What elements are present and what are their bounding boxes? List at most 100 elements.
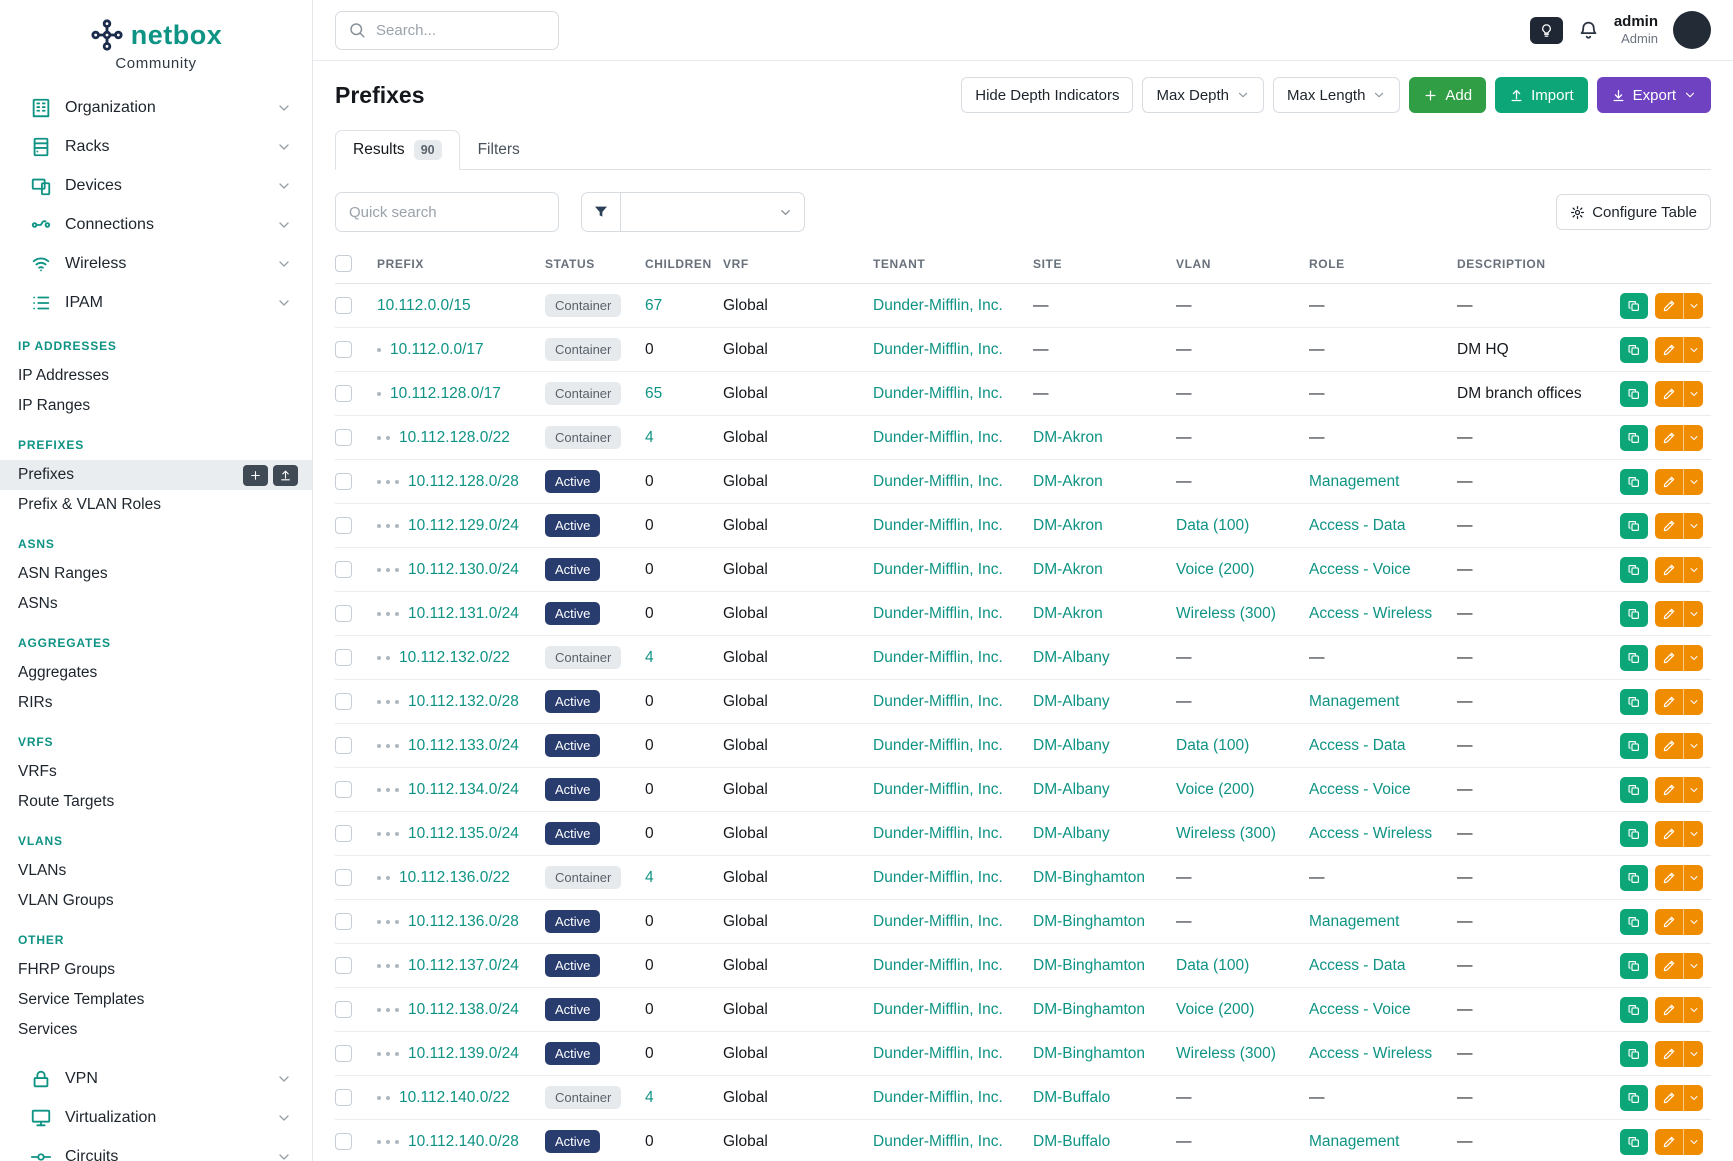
edit-dropdown-button[interactable]	[1683, 644, 1703, 671]
role-link[interactable]: Access - Wireless	[1309, 1044, 1433, 1062]
sidebar-item-wireless[interactable]: Wireless	[0, 244, 312, 283]
tenant-link[interactable]: Dunder-Mifflin, Inc.	[873, 604, 1003, 622]
copy-button[interactable]	[1620, 1040, 1648, 1067]
edit-dropdown-button[interactable]	[1683, 380, 1703, 407]
vlan-link[interactable]: Wireless (300)	[1176, 604, 1276, 622]
copy-button[interactable]	[1620, 644, 1648, 671]
edit-button[interactable]	[1655, 908, 1683, 935]
column-header-tenant[interactable]: TENANT	[873, 244, 1033, 284]
row-checkbox[interactable]	[335, 516, 352, 534]
prefix-link[interactable]: 10.112.132.0/22	[399, 648, 510, 666]
site-link[interactable]: DM-Akron	[1033, 560, 1103, 578]
edit-button[interactable]	[1655, 1128, 1683, 1155]
prefix-link[interactable]: 10.112.131.0/24	[408, 604, 519, 622]
vlan-link[interactable]: Wireless (300)	[1176, 1044, 1276, 1062]
edit-dropdown-button[interactable]	[1683, 600, 1703, 627]
tenant-link[interactable]: Dunder-Mifflin, Inc.	[873, 692, 1003, 710]
sidebar-item-circuits[interactable]: Circuits	[0, 1137, 312, 1161]
theme-toggle-button[interactable]	[1529, 16, 1563, 44]
row-checkbox[interactable]	[335, 428, 352, 446]
column-header-children[interactable]: CHILDREN	[645, 244, 723, 284]
sidebar-item-vlan-groups[interactable]: VLAN Groups	[18, 892, 114, 909]
notifications-bell-icon[interactable]	[1578, 20, 1599, 41]
column-header-site[interactable]: SITE	[1033, 244, 1176, 284]
edit-dropdown-button[interactable]	[1683, 556, 1703, 583]
column-header-status[interactable]: STATUS	[545, 244, 645, 284]
edit-dropdown-button[interactable]	[1683, 336, 1703, 363]
sidebar-item-rirs[interactable]: RIRs	[18, 694, 53, 711]
site-link[interactable]: DM-Albany	[1033, 648, 1110, 666]
site-link[interactable]: DM-Akron	[1033, 604, 1103, 622]
role-link[interactable]: Management	[1309, 692, 1400, 710]
sidebar-item-vrfs[interactable]: VRFs	[18, 763, 57, 780]
prefix-link[interactable]: 10.112.136.0/28	[408, 912, 519, 930]
tenant-link[interactable]: Dunder-Mifflin, Inc.	[873, 384, 1003, 402]
import-button[interactable]: Import	[1495, 77, 1588, 113]
quick-add-button[interactable]	[243, 464, 268, 486]
site-link[interactable]: DM-Binghamton	[1033, 1044, 1145, 1062]
prefix-link[interactable]: 10.112.138.0/24	[408, 1000, 519, 1018]
column-header-role[interactable]: ROLE	[1309, 244, 1457, 284]
row-checkbox[interactable]	[335, 384, 352, 402]
row-checkbox[interactable]	[335, 1000, 352, 1018]
edit-button[interactable]	[1655, 292, 1683, 319]
sidebar-item-racks[interactable]: Racks	[0, 127, 312, 166]
copy-button[interactable]	[1620, 864, 1648, 891]
children-link[interactable]: 4	[645, 648, 654, 666]
prefix-link[interactable]: 10.112.140.0/28	[408, 1132, 519, 1150]
edit-dropdown-button[interactable]	[1683, 952, 1703, 979]
edit-dropdown-button[interactable]	[1683, 292, 1703, 319]
edit-button[interactable]	[1655, 556, 1683, 583]
tenant-link[interactable]: Dunder-Mifflin, Inc.	[873, 824, 1003, 842]
sidebar-item-prefix-vlan-roles[interactable]: Prefix & VLAN Roles	[18, 496, 161, 513]
edit-button[interactable]	[1655, 512, 1683, 539]
sidebar-item-services[interactable]: Services	[18, 1021, 78, 1038]
tenant-link[interactable]: Dunder-Mifflin, Inc.	[873, 1088, 1003, 1106]
vlan-link[interactable]: Voice (200)	[1176, 780, 1255, 798]
tenant-link[interactable]: Dunder-Mifflin, Inc.	[873, 1044, 1003, 1062]
filter-button[interactable]	[581, 192, 621, 232]
prefix-link[interactable]: 10.112.0.0/17	[390, 340, 484, 358]
row-checkbox[interactable]	[335, 780, 352, 798]
edit-button[interactable]	[1655, 820, 1683, 847]
row-checkbox[interactable]	[335, 824, 352, 842]
edit-dropdown-button[interactable]	[1683, 512, 1703, 539]
site-link[interactable]: DM-Buffalo	[1033, 1132, 1111, 1150]
prefix-link[interactable]: 10.112.128.0/17	[390, 384, 501, 402]
role-link[interactable]: Access - Wireless	[1309, 824, 1433, 842]
site-link[interactable]: DM-Buffalo	[1033, 1088, 1111, 1106]
hide-depth-indicators-button[interactable]: Hide Depth Indicators	[961, 77, 1134, 113]
edit-dropdown-button[interactable]	[1683, 996, 1703, 1023]
edit-button[interactable]	[1655, 424, 1683, 451]
row-checkbox[interactable]	[335, 692, 352, 710]
role-link[interactable]: Access - Data	[1309, 956, 1406, 974]
tenant-link[interactable]: Dunder-Mifflin, Inc.	[873, 340, 1003, 358]
copy-button[interactable]	[1620, 820, 1648, 847]
prefix-link[interactable]: 10.112.139.0/24	[408, 1044, 519, 1062]
sidebar-item-ip-addresses[interactable]: IP Addresses	[18, 367, 110, 384]
select-all-checkbox[interactable]	[335, 255, 352, 272]
prefix-link[interactable]: 10.112.137.0/24	[408, 956, 519, 974]
tenant-link[interactable]: Dunder-Mifflin, Inc.	[873, 648, 1003, 666]
tenant-link[interactable]: Dunder-Mifflin, Inc.	[873, 1000, 1003, 1018]
edit-button[interactable]	[1655, 380, 1683, 407]
tenant-link[interactable]: Dunder-Mifflin, Inc.	[873, 956, 1003, 974]
copy-button[interactable]	[1620, 1084, 1648, 1111]
prefix-link[interactable]: 10.112.136.0/22	[399, 868, 510, 886]
tenant-link[interactable]: Dunder-Mifflin, Inc.	[873, 780, 1003, 798]
vlan-link[interactable]: Data (100)	[1176, 516, 1250, 534]
vlan-link[interactable]: Voice (200)	[1176, 560, 1255, 578]
edit-button[interactable]	[1655, 996, 1683, 1023]
quick-import-button[interactable]	[273, 464, 298, 486]
configure-table-button[interactable]: Configure Table	[1556, 194, 1711, 230]
children-link[interactable]: 65	[645, 384, 663, 402]
edit-dropdown-button[interactable]	[1683, 908, 1703, 935]
add-button[interactable]: Add	[1409, 77, 1487, 113]
row-checkbox[interactable]	[335, 1132, 352, 1150]
edit-dropdown-button[interactable]	[1683, 1128, 1703, 1155]
sidebar-item-route-targets[interactable]: Route Targets	[18, 793, 115, 810]
site-link[interactable]: DM-Binghamton	[1033, 956, 1145, 974]
children-link[interactable]: 67	[645, 296, 663, 314]
avatar[interactable]	[1673, 11, 1711, 49]
site-link[interactable]: DM-Binghamton	[1033, 868, 1145, 886]
